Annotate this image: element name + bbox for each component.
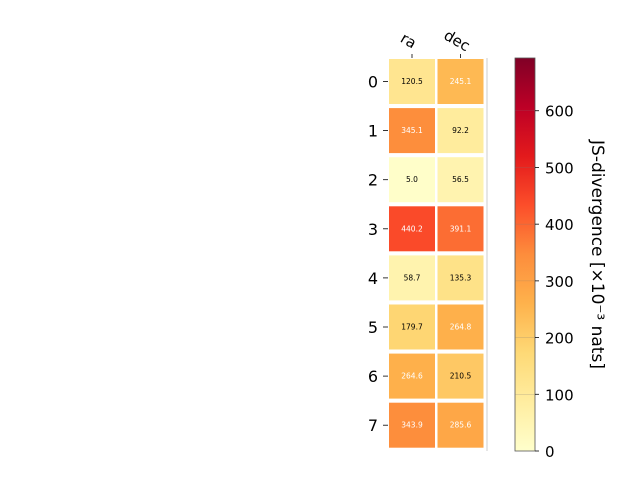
row-label: 5 [368, 318, 378, 337]
row-label: 7 [368, 416, 378, 435]
heatmap-cell [389, 206, 435, 252]
heatmap-cell [389, 255, 435, 301]
heatmap-cell [389, 108, 435, 154]
cell-value-label: 285.6 [450, 421, 472, 430]
heatmap-cell [437, 59, 484, 104]
heatmap-cell [437, 353, 484, 399]
colorbar-tick-label: 300 [545, 273, 574, 291]
row-label: 6 [368, 367, 378, 386]
heatmap-cell [389, 59, 435, 104]
colorbar-label: JS-divergence [×10⁻³ nats] [587, 139, 607, 369]
column-labels: ra dec [397, 26, 473, 58]
heatmap-cell [389, 402, 435, 448]
cell-value-label: 343.9 [401, 421, 423, 430]
cell-value-label: 264.6 [401, 372, 423, 381]
colorbar-tick-label: 100 [545, 386, 574, 404]
cell-value-label: 56.5 [452, 175, 469, 184]
heatmap-cell [389, 304, 435, 350]
cell-value-label: 58.7 [404, 273, 421, 282]
colorbar-tick-label: 0 [545, 443, 555, 461]
cell-value-label: 120.5 [401, 77, 423, 86]
row-label: 0 [368, 73, 378, 92]
colorbar-tick-label: 600 [545, 103, 574, 121]
colorbar-ticks: 0 100 200 300 400 500 600 [515, 103, 574, 461]
heatmap-cell [437, 304, 484, 350]
colorbar: 0 100 200 300 400 500 600 JS-divergence [×10⁻³… [514, 57, 607, 461]
heatmap-cell [389, 353, 435, 399]
cell-value-label: 92.2 [452, 126, 469, 135]
colorbar-gradient [514, 57, 536, 452]
column-label: dec [441, 26, 473, 55]
colorbar-tick-label: 500 [545, 159, 574, 177]
column-label: ra [397, 29, 419, 52]
heatmap-cells: 120.5 245.1 345.1 92.2 5.0 56.5 440.2 391.1 58.7… [389, 58, 488, 451]
cell-value-label: 440.2 [401, 224, 423, 233]
cell-value-label: 179.7 [401, 323, 423, 332]
row-label: 4 [368, 269, 378, 288]
heatmap-cell [389, 157, 435, 203]
cell-value-label: 5.0 [406, 175, 418, 184]
colorbar-tick-label: 200 [545, 330, 574, 348]
cell-value-label: 245.1 [450, 77, 472, 86]
cell-value-label: 391.1 [450, 224, 472, 233]
cell-value-label: 135.3 [450, 273, 472, 282]
heatmap-cell [437, 255, 484, 301]
row-label: 2 [368, 171, 378, 190]
colorbar-tick-label: 400 [545, 216, 574, 234]
cell-value-label: 264.8 [450, 323, 472, 332]
cell-value-label: 345.1 [401, 126, 423, 135]
heatmap-cell [437, 402, 484, 448]
row-label: 3 [368, 220, 378, 239]
row-labels: 0 1 2 3 4 5 6 7 [368, 73, 388, 435]
row-label: 1 [368, 122, 378, 141]
heatmap-cell [437, 108, 484, 154]
heatmap-cell [437, 206, 484, 252]
cell-value-label: 210.5 [450, 372, 472, 381]
heatmap-cell [437, 157, 484, 203]
